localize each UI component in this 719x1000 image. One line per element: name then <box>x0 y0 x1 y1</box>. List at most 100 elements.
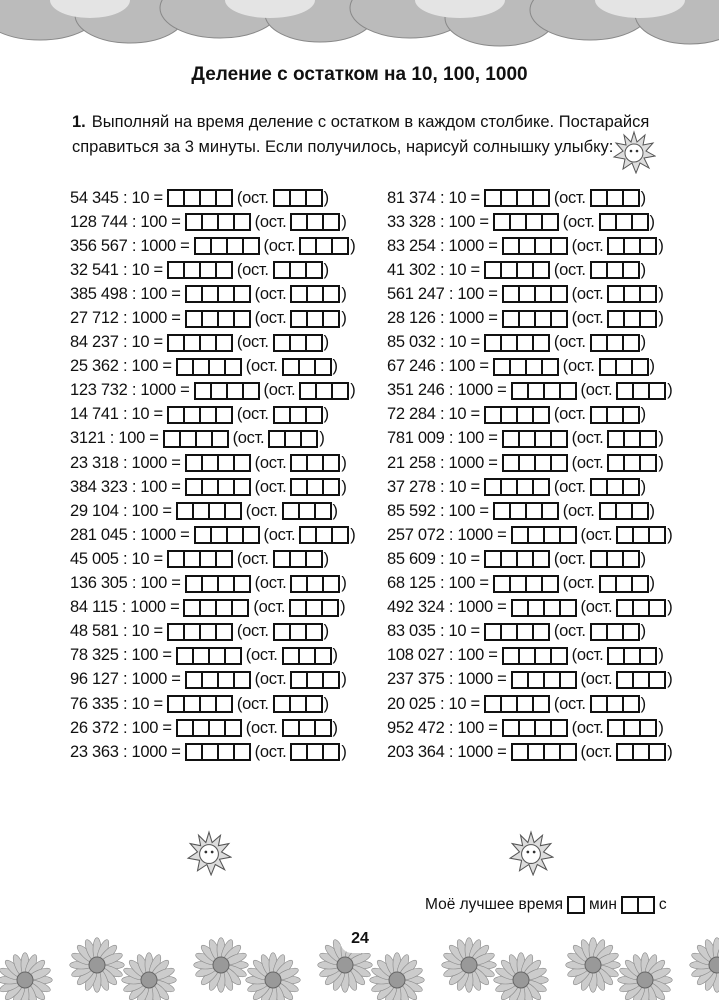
quotient-boxes[interactable] <box>483 333 550 352</box>
quotient-boxes[interactable] <box>166 261 233 280</box>
quotient-boxes[interactable] <box>483 261 550 280</box>
quotient-boxes[interactable] <box>184 574 251 593</box>
quotient-boxes[interactable] <box>510 670 577 689</box>
quotient-boxes[interactable] <box>492 357 559 376</box>
quotient-boxes[interactable] <box>184 478 251 497</box>
remainder-boxes[interactable] <box>598 574 649 593</box>
quotient-boxes[interactable] <box>166 695 233 714</box>
quotient-boxes[interactable] <box>184 213 251 232</box>
remainder-boxes[interactable] <box>299 526 350 545</box>
remainder-boxes[interactable] <box>290 454 341 473</box>
remainder-boxes[interactable] <box>589 333 640 352</box>
remainder-boxes[interactable] <box>616 381 667 400</box>
remainder-boxes[interactable] <box>272 550 323 569</box>
division-exercise: 72 284 : 10 = (ост.) <box>387 403 672 427</box>
remainder-boxes[interactable] <box>268 429 319 448</box>
quotient-boxes[interactable] <box>501 429 568 448</box>
remainder-boxes[interactable] <box>607 429 658 448</box>
quotient-boxes[interactable] <box>166 333 233 352</box>
remainder-boxes[interactable] <box>272 695 323 714</box>
remainder-boxes[interactable] <box>598 213 649 232</box>
quotient-boxes[interactable] <box>483 550 550 569</box>
remainder-boxes[interactable] <box>299 237 350 256</box>
remainder-boxes[interactable] <box>607 646 658 665</box>
remainder-boxes[interactable] <box>607 309 658 328</box>
remainder-boxes[interactable] <box>281 646 332 665</box>
remainder-boxes[interactable] <box>281 502 332 521</box>
quotient-boxes[interactable] <box>501 646 568 665</box>
remainder-boxes[interactable] <box>598 502 649 521</box>
minutes-box[interactable] <box>567 896 586 914</box>
quotient-boxes[interactable] <box>492 502 559 521</box>
quotient-boxes[interactable] <box>510 526 577 545</box>
quotient-boxes[interactable] <box>175 719 242 738</box>
quotient-boxes[interactable] <box>483 189 550 208</box>
quotient-boxes[interactable] <box>510 598 577 617</box>
quotient-boxes[interactable] <box>184 670 251 689</box>
remainder-boxes[interactable] <box>607 237 658 256</box>
quotient-boxes[interactable] <box>183 598 250 617</box>
quotient-boxes[interactable] <box>175 502 242 521</box>
quotient-boxes[interactable] <box>184 285 251 304</box>
remainder-boxes[interactable] <box>289 598 340 617</box>
quotient-boxes[interactable] <box>483 622 550 641</box>
quotient-boxes[interactable] <box>193 526 260 545</box>
remainder-boxes[interactable] <box>272 622 323 641</box>
quotient-boxes[interactable] <box>492 574 559 593</box>
quotient-boxes[interactable] <box>501 285 568 304</box>
quotient-boxes[interactable] <box>510 381 577 400</box>
remainder-boxes[interactable] <box>616 598 667 617</box>
quotient-boxes[interactable] <box>193 237 260 256</box>
remainder-boxes[interactable] <box>290 478 341 497</box>
quotient-boxes[interactable] <box>175 646 242 665</box>
quotient-boxes[interactable] <box>162 429 229 448</box>
quotient-boxes[interactable] <box>483 478 550 497</box>
remainder-boxes[interactable] <box>607 285 658 304</box>
quotient-boxes[interactable] <box>184 309 251 328</box>
remainder-boxes[interactable] <box>616 526 667 545</box>
quotient-boxes[interactable] <box>501 237 568 256</box>
quotient-boxes[interactable] <box>166 189 233 208</box>
remainder-boxes[interactable] <box>598 357 649 376</box>
quotient-boxes[interactable] <box>166 550 233 569</box>
remainder-boxes[interactable] <box>589 695 640 714</box>
quotient-boxes[interactable] <box>483 695 550 714</box>
remainder-boxes[interactable] <box>290 743 341 762</box>
quotient-boxes[interactable] <box>510 743 577 762</box>
remainder-boxes[interactable] <box>272 405 323 424</box>
remainder-boxes[interactable] <box>290 213 341 232</box>
remainder-boxes[interactable] <box>589 189 640 208</box>
remainder-boxes[interactable] <box>589 622 640 641</box>
quotient-boxes[interactable] <box>492 213 559 232</box>
quotient-boxes[interactable] <box>166 622 233 641</box>
remainder-boxes[interactable] <box>290 309 341 328</box>
remainder-boxes[interactable] <box>290 285 341 304</box>
remainder-boxes[interactable] <box>589 405 640 424</box>
quotient-boxes[interactable] <box>501 309 568 328</box>
quotient-boxes[interactable] <box>184 454 251 473</box>
remainder-boxes[interactable] <box>290 670 341 689</box>
remainder-boxes[interactable] <box>607 719 658 738</box>
remainder-boxes[interactable] <box>272 333 323 352</box>
remainder-boxes[interactable] <box>272 261 323 280</box>
quotient-boxes[interactable] <box>501 454 568 473</box>
remainder-boxes[interactable] <box>290 574 341 593</box>
close-paren: ) <box>649 501 656 520</box>
quotient-boxes[interactable] <box>483 405 550 424</box>
quotient-boxes[interactable] <box>193 381 260 400</box>
remainder-boxes[interactable] <box>589 550 640 569</box>
remainder-boxes[interactable] <box>589 478 640 497</box>
remainder-boxes[interactable] <box>299 381 350 400</box>
seconds-boxes[interactable] <box>620 896 655 914</box>
quotient-boxes[interactable] <box>184 743 251 762</box>
quotient-boxes[interactable] <box>175 357 242 376</box>
remainder-boxes[interactable] <box>589 261 640 280</box>
remainder-boxes[interactable] <box>281 719 332 738</box>
remainder-boxes[interactable] <box>281 357 332 376</box>
remainder-boxes[interactable] <box>272 189 323 208</box>
remainder-boxes[interactable] <box>616 670 667 689</box>
quotient-boxes[interactable] <box>166 405 233 424</box>
remainder-boxes[interactable] <box>616 743 667 762</box>
remainder-boxes[interactable] <box>607 454 658 473</box>
quotient-boxes[interactable] <box>501 719 568 738</box>
